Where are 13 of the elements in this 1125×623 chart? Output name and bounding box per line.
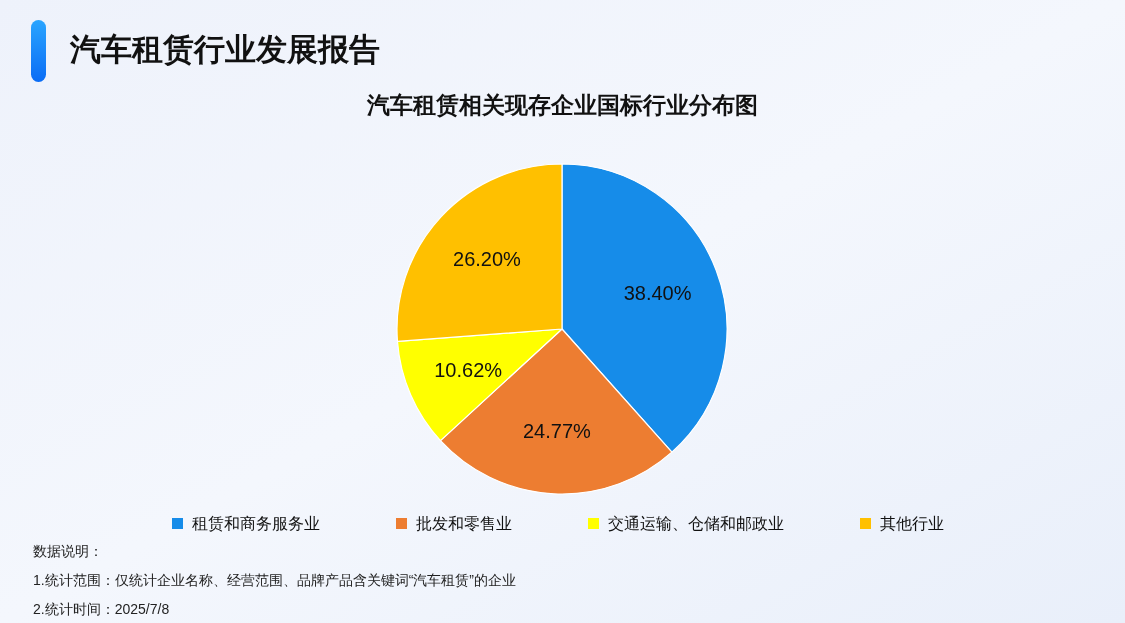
legend-label: 租赁和商务服务业 [192, 515, 320, 532]
legend-label: 其他行业 [880, 515, 944, 532]
legend-label: 交通运输、仓储和邮政业 [608, 515, 784, 532]
data-label: 38.40% [623, 281, 692, 304]
data-label: 24.77% [523, 420, 592, 443]
text: 2.统计时间：2025/7/8 [33, 601, 170, 617]
chart-subtitle: 汽车租赁相关现存企业国标行业分布图 [365, 92, 758, 118]
text: 数据说明： [33, 543, 103, 559]
data-label: 10.62% [434, 358, 503, 381]
chart-title: 汽车租赁行业发展报告 [69, 32, 380, 67]
text: 1.统计范围：仅统计企业名称、经营范围、品牌产品含关键词“汽车租赁”的企业 [33, 572, 516, 588]
data-label: 26.20% [453, 248, 522, 271]
legend-label: 批发和零售业 [416, 515, 512, 532]
